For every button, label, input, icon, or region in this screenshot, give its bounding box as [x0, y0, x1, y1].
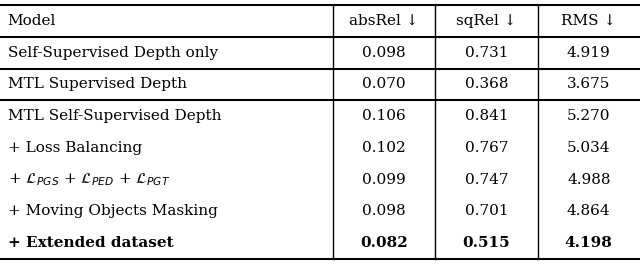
Text: 0.082: 0.082: [360, 236, 408, 250]
Text: 0.368: 0.368: [465, 77, 508, 92]
Text: MTL Supervised Depth: MTL Supervised Depth: [8, 77, 187, 92]
Text: 0.747: 0.747: [465, 172, 508, 187]
Text: 4.198: 4.198: [565, 236, 612, 250]
Text: + Extended dataset: + Extended dataset: [8, 236, 173, 250]
Text: 5.270: 5.270: [567, 109, 611, 123]
Text: Model: Model: [8, 14, 56, 28]
Text: 0.731: 0.731: [465, 46, 508, 60]
Text: 4.988: 4.988: [567, 172, 611, 187]
Text: + Loss Balancing: + Loss Balancing: [8, 141, 142, 155]
Text: sqRel ↓: sqRel ↓: [456, 14, 516, 28]
Text: 4.864: 4.864: [567, 204, 611, 218]
Text: 0.767: 0.767: [465, 141, 508, 155]
Text: + $\mathcal{L}_{PGS}$ + $\mathcal{L}_{PED}$ + $\mathcal{L}_{PGT}$: + $\mathcal{L}_{PGS}$ + $\mathcal{L}_{PE…: [8, 171, 170, 188]
Text: 0.099: 0.099: [362, 172, 406, 187]
Text: 0.098: 0.098: [362, 204, 406, 218]
Text: 0.106: 0.106: [362, 109, 406, 123]
Text: absRel ↓: absRel ↓: [349, 14, 419, 28]
Text: MTL Self-Supervised Depth: MTL Self-Supervised Depth: [8, 109, 221, 123]
Text: 5.034: 5.034: [567, 141, 611, 155]
Text: 0.841: 0.841: [465, 109, 508, 123]
Text: Self-Supervised Depth only: Self-Supervised Depth only: [8, 46, 218, 60]
Text: 0.070: 0.070: [362, 77, 406, 92]
Text: 0.515: 0.515: [463, 236, 510, 250]
Text: 4.919: 4.919: [567, 46, 611, 60]
Text: 0.098: 0.098: [362, 46, 406, 60]
Text: RMS ↓: RMS ↓: [561, 14, 616, 28]
Text: 0.701: 0.701: [465, 204, 508, 218]
Text: + Moving Objects Masking: + Moving Objects Masking: [8, 204, 218, 218]
Text: 3.675: 3.675: [567, 77, 611, 92]
Text: 0.102: 0.102: [362, 141, 406, 155]
